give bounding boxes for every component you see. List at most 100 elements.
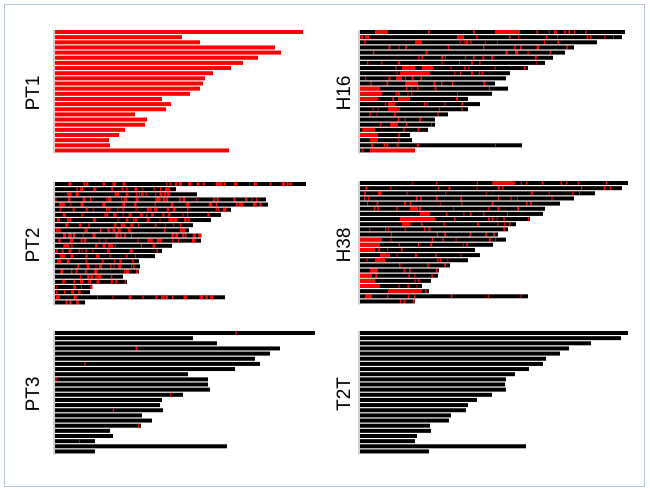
variant-mark: [167, 212, 171, 217]
bar-h16-11: [360, 81, 495, 86]
chromosome-bar-pt3-8: [55, 367, 235, 372]
variant-mark: [223, 182, 227, 186]
variant-mark: [411, 76, 414, 81]
variant-mark: [376, 201, 379, 206]
variant-mark: [71, 243, 73, 248]
bar-h38-18: [360, 268, 439, 273]
chromosome-bar-h16-2: [360, 35, 622, 40]
variant-mark: [173, 218, 176, 223]
variant-mark: [216, 197, 219, 202]
variant-mark: [69, 300, 72, 305]
highlight-region-h38-12: [360, 273, 372, 278]
variant-mark: [445, 191, 447, 196]
variant-mark: [209, 202, 213, 207]
variant-mark: [198, 233, 202, 238]
variant-mark: [426, 102, 428, 107]
variant-mark: [411, 181, 413, 185]
variant-mark: [491, 55, 493, 60]
variant-mark: [541, 181, 544, 185]
variant-mark: [381, 60, 383, 65]
variant-mark: [510, 196, 512, 201]
variant-mark: [405, 45, 407, 50]
chromosome-bar-t2t-21: [360, 434, 417, 438]
variant-mark: [102, 202, 106, 207]
bar-pt1-11: [55, 81, 203, 86]
variant-mark: [141, 192, 144, 197]
panel-label-pt3: PT3: [23, 377, 44, 412]
chromosome-bar-pt2-6: [55, 207, 231, 212]
chromosome-bar-pt2-4: [55, 197, 266, 202]
chromosome-bar-h38-11: [360, 232, 498, 237]
chromosome-bar-pt2-10: [55, 228, 189, 233]
chromosome-bar-pt1-8: [55, 66, 231, 71]
bar-pt1-18: [55, 117, 147, 122]
variant-mark: [396, 71, 398, 76]
bar-h38-13: [360, 242, 493, 247]
chromosome-bar-pt2-13: [55, 243, 172, 248]
variant-mark: [88, 279, 92, 284]
variant-mark: [134, 218, 138, 223]
variant-mark: [118, 264, 122, 269]
variant-mark: [185, 233, 187, 238]
variant-mark: [119, 259, 122, 264]
variant-mark: [138, 192, 141, 197]
bar-pt3-20: [55, 428, 110, 433]
highlight-region-h16-16: [388, 107, 398, 112]
bar-h16-10: [360, 76, 506, 81]
variant-mark: [157, 197, 161, 202]
variant-mark: [100, 228, 102, 233]
chromosome-bar-h16-10: [360, 76, 506, 81]
bar-h16-3: [360, 40, 597, 45]
variant-mark: [122, 212, 124, 217]
variant-mark: [73, 295, 77, 300]
bar-h16-23: [360, 143, 522, 148]
variant-mark: [55, 295, 59, 300]
variant-mark: [73, 233, 76, 238]
panel-pt3: PT3: [23, 331, 315, 455]
chromosome-bar-pt3-15: [55, 403, 160, 408]
variant-mark: [508, 35, 511, 40]
variant-mark: [68, 233, 72, 238]
variant-mark: [122, 223, 125, 228]
chromosome-bar-h38-2: [360, 186, 622, 191]
variant-mark: [112, 408, 115, 413]
variant-mark: [286, 182, 289, 186]
variant-mark: [85, 259, 88, 264]
variant-mark: [75, 192, 79, 197]
chromosome-bar-h38-17: [360, 263, 450, 268]
variant-mark: [73, 279, 76, 284]
variant-mark: [457, 91, 458, 96]
bar-t2t-12: [360, 387, 506, 392]
chromosome-bar-pt3-6: [55, 356, 255, 361]
chromosome-bar-h16-1: [360, 30, 625, 34]
variant-mark: [108, 197, 112, 202]
variant-mark: [406, 191, 408, 196]
variant-mark: [514, 45, 516, 50]
variant-mark: [251, 197, 253, 202]
variant-mark: [420, 76, 423, 81]
chromosome-bar-pt2-1: [55, 182, 306, 186]
bar-h16-2: [360, 35, 622, 40]
bar-h38-20: [360, 278, 431, 283]
variant-mark: [192, 233, 196, 238]
chromosome-bar-h38-7: [360, 211, 543, 216]
variant-mark: [57, 218, 60, 223]
variant-mark: [113, 259, 116, 264]
variant-mark: [175, 233, 179, 238]
variant-mark: [219, 182, 223, 186]
variant-mark: [585, 30, 587, 34]
variant-mark: [123, 223, 126, 228]
variant-mark: [565, 181, 567, 185]
panel-h38: H38: [334, 181, 628, 305]
variant-mark: [536, 30, 539, 34]
variant-mark: [171, 233, 175, 238]
bar-pt1-6: [55, 55, 258, 60]
variant-mark: [78, 290, 81, 295]
variant-mark: [560, 181, 563, 185]
highlight-region-h16-3: [457, 35, 464, 40]
variant-mark: [471, 71, 473, 76]
variant-mark: [586, 35, 589, 40]
variant-mark: [122, 182, 126, 186]
chromosome-bar-t2t-10: [360, 377, 506, 382]
